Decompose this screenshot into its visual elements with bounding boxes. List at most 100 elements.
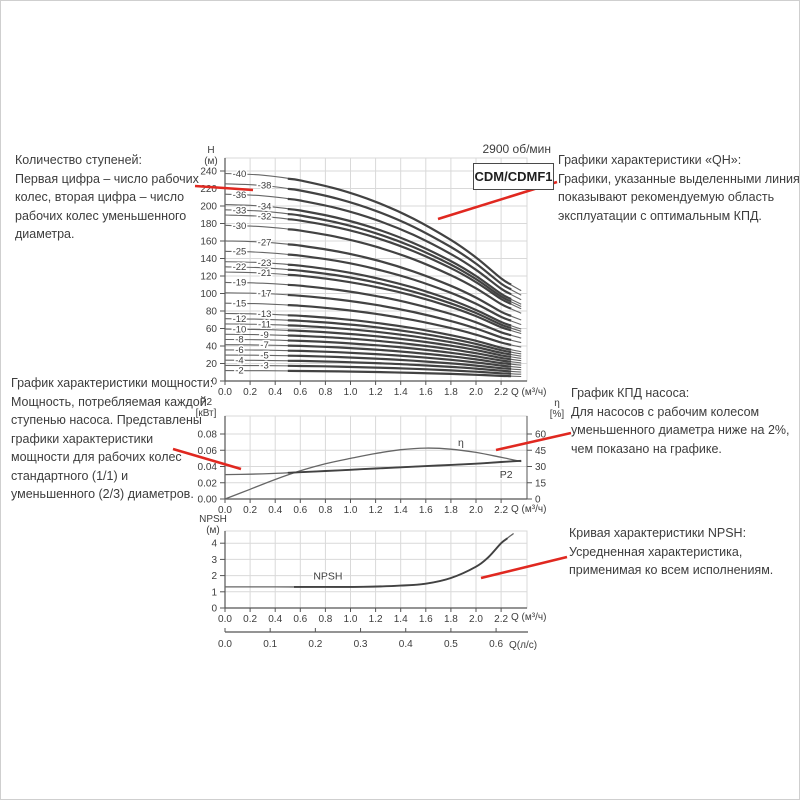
svg-text:-32: -32 (258, 212, 272, 223)
svg-text:-30: -30 (233, 221, 247, 232)
qh-y-axis-title: H (м) (204, 145, 218, 167)
qh-curve-bold-23 (287, 263, 512, 327)
npsh-y-axis-title: NPSH (м) (199, 514, 227, 536)
svg-text:1.0: 1.0 (344, 505, 358, 516)
svg-text:120: 120 (200, 272, 217, 283)
svg-text:0.0: 0.0 (218, 505, 232, 516)
svg-text:η: η (458, 437, 464, 449)
qh-curve-bold-36 (287, 197, 512, 296)
qh-curve-bold-3 (287, 364, 512, 375)
svg-text:1.2: 1.2 (369, 614, 383, 625)
svg-text:-40: -40 (233, 169, 247, 180)
svg-text:-19: -19 (233, 278, 247, 289)
svg-text:2.2: 2.2 (494, 387, 508, 398)
annotation-qh-curves: Графики характеристики «QH»: Графики, ук… (558, 153, 800, 223)
qh-curve-bold-19 (287, 283, 512, 337)
svg-text:1.8: 1.8 (444, 387, 458, 398)
svg-text:-6: -6 (235, 345, 243, 356)
svg-text:0.3: 0.3 (354, 639, 368, 650)
svg-text:1.6: 1.6 (419, 614, 433, 625)
svg-text:1.4: 1.4 (394, 387, 408, 398)
svg-text:4: 4 (211, 539, 217, 550)
annotation-stage-count: Количество ступеней: Первая цифра – числ… (15, 153, 199, 241)
svg-text:3: 3 (211, 555, 217, 566)
annotation-power-curve: График характеристики мощности: Мощность… (11, 376, 214, 501)
svg-text:100: 100 (200, 289, 217, 300)
model-badge: CDM/CDMF1 (473, 163, 554, 190)
svg-text:2: 2 (211, 571, 217, 582)
svg-text:0.2: 0.2 (243, 505, 257, 516)
svg-text:-27: -27 (258, 237, 272, 248)
svg-text:0.6: 0.6 (293, 614, 307, 625)
curve-NPSH (224, 532, 515, 588)
svg-text:0.0: 0.0 (218, 387, 232, 398)
svg-text:0.02: 0.02 (198, 478, 218, 489)
qh-stage-labels: -40 -36 -33 -30 -25 -22 -19 -15 -12-10-8-6-4-2 -3… (231, 168, 273, 379)
svg-text:-5: -5 (260, 350, 268, 361)
svg-text:-25: -25 (233, 247, 247, 258)
grid (224, 415, 528, 500)
qh-curve-bold-9 (287, 334, 512, 361)
svg-text:-9: -9 (260, 330, 268, 341)
svg-text:2.2: 2.2 (494, 505, 508, 516)
qh-curve-bold-6 (287, 349, 512, 368)
svg-text:0.2: 0.2 (243, 387, 257, 398)
annotation-npsh-curve: Кривая характеристики NPSH: Усредненная … (569, 526, 774, 577)
callout-line (194, 184, 254, 192)
p2-y-axis-title: P2 [кВт] (195, 397, 217, 419)
svg-text:-4: -4 (235, 355, 243, 366)
svg-text:0.00: 0.00 (198, 495, 218, 506)
svg-text:2.0: 2.0 (469, 387, 483, 398)
svg-text:140: 140 (200, 254, 217, 265)
svg-text:0.04: 0.04 (198, 462, 218, 473)
svg-text:0.5: 0.5 (444, 639, 458, 650)
svg-text:0: 0 (211, 377, 217, 388)
svg-text:0.4: 0.4 (399, 639, 413, 650)
qh-curve-bold-10 (287, 329, 512, 358)
svg-text:1.6: 1.6 (419, 387, 433, 398)
svg-text:0.0: 0.0 (218, 639, 232, 650)
qh-curve-bold-13 (287, 314, 512, 351)
svg-text:200: 200 (200, 202, 217, 213)
svg-text:0.8: 0.8 (318, 505, 332, 516)
svg-text:0.6: 0.6 (293, 387, 307, 398)
curve-η (224, 447, 522, 500)
callout-line (480, 555, 568, 580)
svg-text:0.4: 0.4 (268, 614, 282, 625)
svg-text:1: 1 (211, 587, 217, 598)
svg-text:1.6: 1.6 (419, 505, 433, 516)
annotation-efficiency-curve: График КПД насоса: Для насосов с рабочим… (571, 386, 790, 456)
svg-text:-22: -22 (233, 262, 247, 273)
qh-curve-bold-32 (287, 218, 512, 305)
svg-text:240: 240 (200, 167, 217, 178)
qh-curve-bold-34 (287, 207, 512, 300)
svg-text:0.0: 0.0 (218, 614, 232, 625)
qh-curve-bold-40 (287, 177, 512, 286)
svg-text:0.2: 0.2 (243, 614, 257, 625)
svg-text:-23: -23 (258, 258, 272, 269)
qh-curve-bold-5 (287, 354, 512, 370)
npsh-chart: 0.0 0.2 0.4 0.6 0.8 1.0 1.2 1.4 1.6 1.8 2.0 2.2 0 1 2 3… (211, 530, 528, 625)
svg-text:0.2: 0.2 (308, 639, 322, 650)
svg-text:-15: -15 (233, 298, 247, 309)
qh-curve-bold-7 (287, 344, 512, 366)
svg-text:1.4: 1.4 (394, 614, 408, 625)
power-series: η P2 (224, 436, 522, 500)
svg-text:-33: -33 (233, 205, 247, 216)
svg-text:30: 30 (535, 462, 547, 473)
eta-y-axis-title: η [%] (549, 398, 565, 420)
callout-line (495, 431, 572, 452)
svg-text:-2: -2 (235, 366, 243, 377)
svg-text:1.8: 1.8 (444, 614, 458, 625)
svg-text:0.06: 0.06 (198, 446, 218, 457)
svg-text:NPSH: NPSH (313, 570, 342, 582)
svg-text:0: 0 (211, 604, 217, 615)
svg-text:0.4: 0.4 (268, 387, 282, 398)
qh-curve-bold-30 (287, 228, 512, 310)
svg-text:0.8: 0.8 (318, 387, 332, 398)
svg-text:-3: -3 (260, 361, 268, 372)
svg-text:2.0: 2.0 (469, 505, 483, 516)
svg-text:0.1: 0.1 (263, 639, 277, 650)
svg-text:-38: -38 (258, 181, 272, 192)
